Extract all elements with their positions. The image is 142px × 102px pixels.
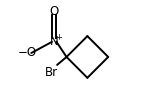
- Text: N: N: [50, 35, 59, 48]
- Text: +: +: [55, 33, 62, 42]
- Text: −O: −O: [18, 47, 37, 59]
- Text: O: O: [50, 5, 59, 18]
- Text: Br: Br: [45, 66, 58, 79]
